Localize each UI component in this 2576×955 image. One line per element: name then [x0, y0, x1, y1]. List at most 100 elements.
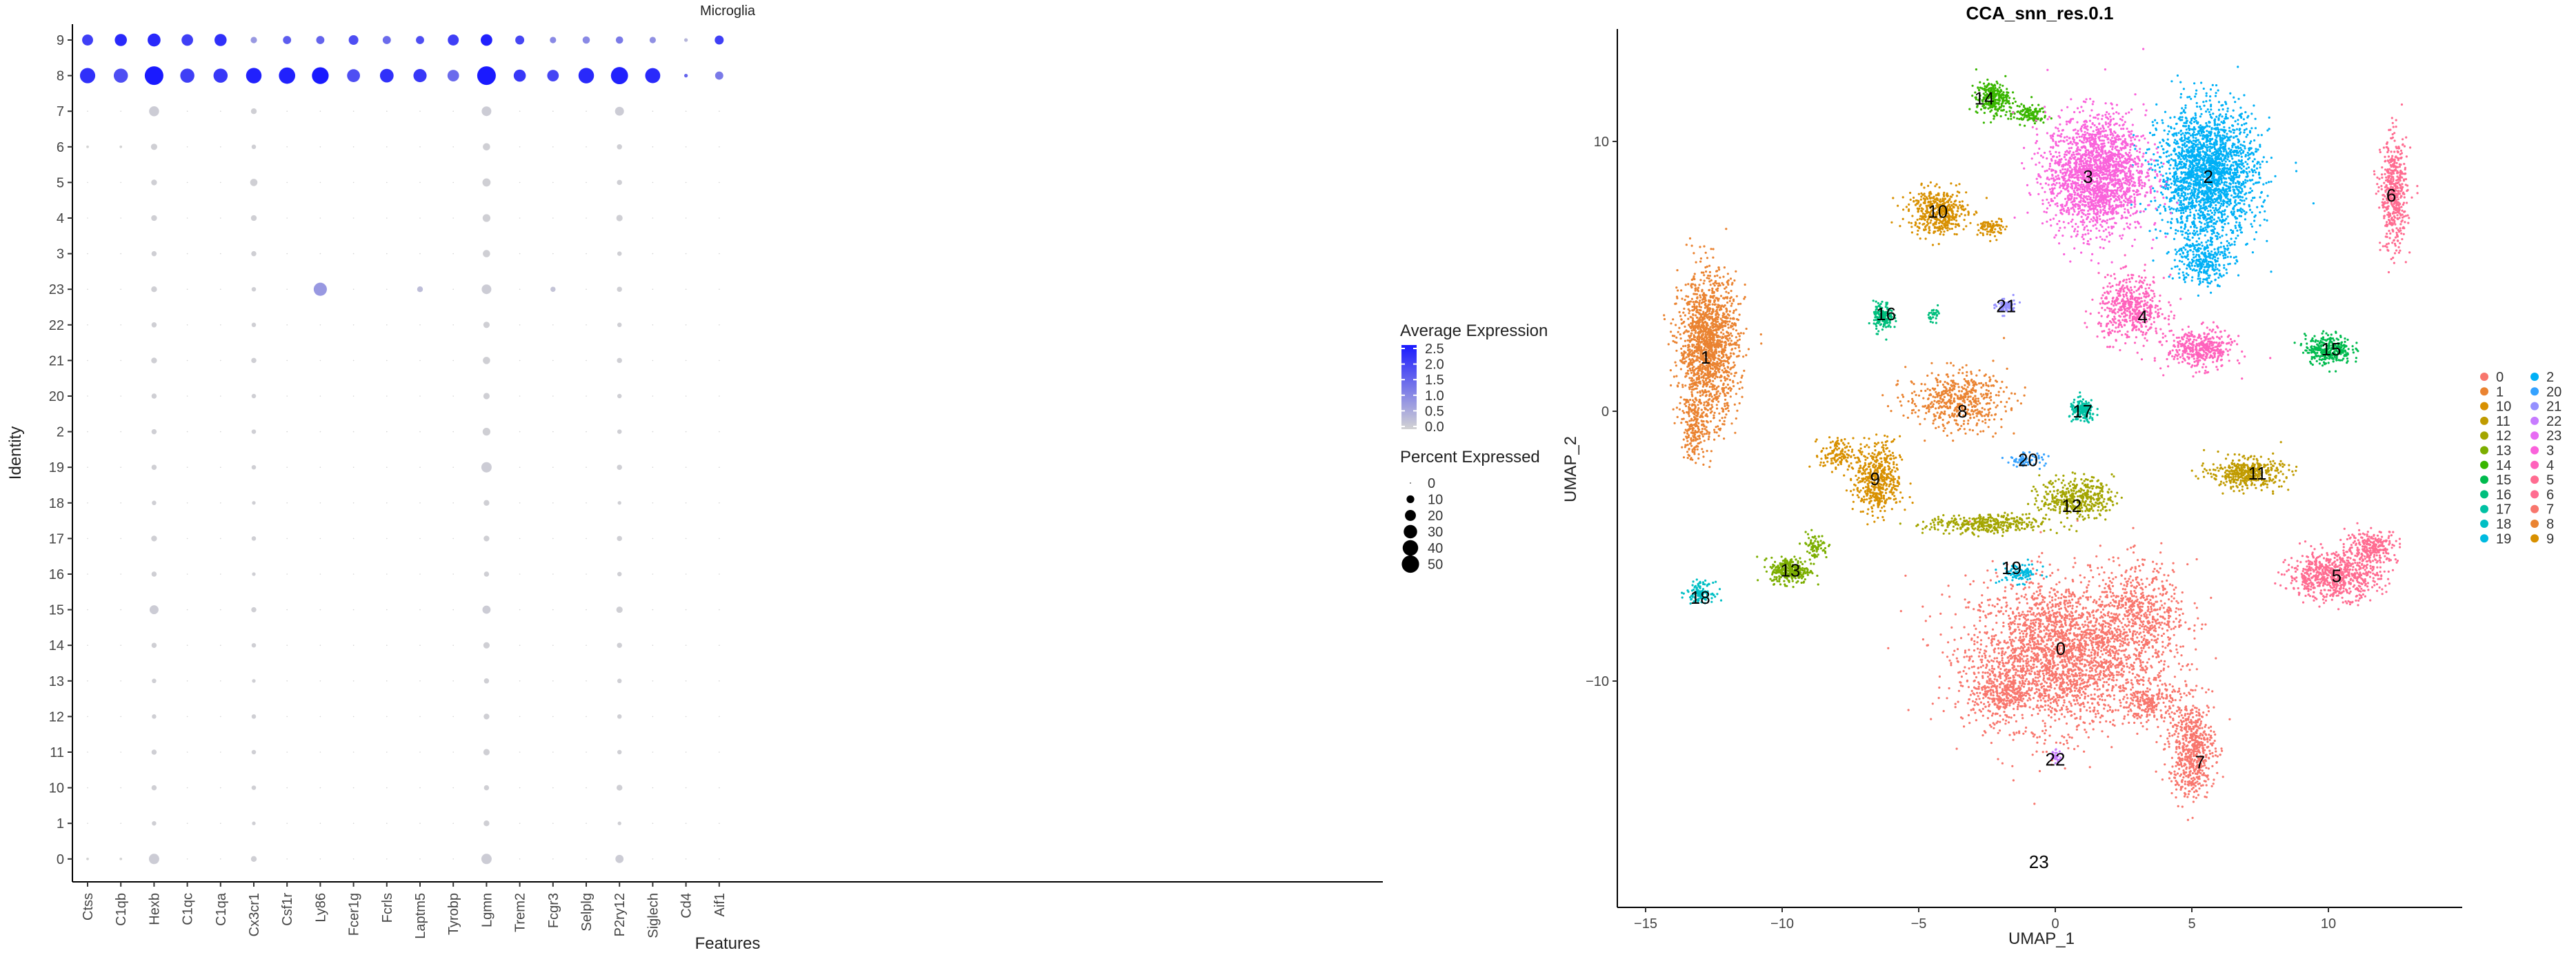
umap-point — [1720, 345, 1723, 348]
umap-point — [1996, 706, 1999, 709]
umap-point — [2049, 654, 2052, 657]
dot-plot-dot — [452, 181, 454, 184]
umap-point — [2002, 621, 2005, 624]
umap-point — [1986, 587, 1989, 589]
umap-point — [1993, 649, 1995, 651]
umap-point — [2045, 660, 2048, 662]
umap-point — [2146, 605, 2150, 609]
umap-point — [1984, 614, 1987, 617]
umap-point — [2071, 638, 2074, 642]
umap-point — [2095, 641, 2097, 644]
umap-point — [2178, 613, 2181, 617]
umap-point — [2048, 623, 2050, 626]
dot-plot-dot — [251, 607, 257, 613]
umap-point — [2032, 567, 2035, 570]
umap-point — [2151, 580, 2155, 582]
umap-point — [2149, 598, 2152, 602]
umap-point — [2173, 627, 2175, 630]
dot-plot-dot — [312, 67, 329, 84]
umap-point — [2066, 675, 2069, 678]
umap-point — [2055, 702, 2058, 705]
dot-plot-dot — [586, 644, 587, 646]
umap-point — [2056, 696, 2059, 699]
umap-point — [1989, 579, 1992, 582]
umap-point — [2020, 613, 2023, 616]
umap-point — [1688, 351, 1691, 353]
umap-point — [2026, 699, 2029, 702]
dot-plot-dot — [652, 609, 654, 611]
umap-point — [1964, 649, 1967, 652]
umap-point — [2104, 614, 2106, 617]
dot-plot-dot — [719, 360, 720, 362]
umap-point — [2109, 660, 2112, 662]
umap-point — [1737, 319, 1739, 322]
umap-point — [2073, 698, 2075, 702]
umap-point — [2078, 691, 2081, 694]
umap-point — [2159, 551, 2162, 554]
umap-point — [2064, 599, 2066, 602]
umap-point — [2098, 640, 2101, 642]
dot-plot-dot — [617, 357, 622, 364]
umap-point — [2175, 600, 2178, 602]
umap-point — [2143, 637, 2146, 640]
umap-point — [2088, 580, 2090, 583]
umap-point — [1730, 290, 1733, 293]
umap-point — [2093, 688, 2096, 691]
umap-point — [2046, 671, 2049, 674]
umap-point — [2148, 658, 2150, 660]
umap-point — [1972, 660, 1975, 663]
umap-point — [2055, 594, 2057, 598]
umap-point — [1678, 311, 1681, 313]
umap-point — [2120, 574, 2123, 577]
umap-point — [1689, 369, 1692, 372]
dot-plot-dot — [286, 680, 288, 682]
umap-point — [2024, 691, 2026, 695]
umap-point — [2188, 669, 2191, 671]
umap-point — [1960, 676, 1963, 678]
umap-point — [2085, 636, 2088, 639]
umap-point — [2028, 689, 2030, 691]
umap-point — [2071, 653, 2074, 657]
dot-plot-dot — [552, 716, 554, 718]
umap-point — [2128, 630, 2131, 633]
umap-point — [2050, 697, 2054, 700]
umap-point — [2097, 701, 2099, 704]
dot-plot-dot — [419, 787, 421, 789]
umap-point — [2086, 616, 2088, 619]
dot-plot-dot — [586, 217, 587, 219]
umap-point — [2095, 619, 2098, 622]
dot-plot-dot — [319, 502, 321, 504]
umap-point — [1715, 386, 1719, 389]
umap-point — [2024, 624, 2026, 627]
umap-point — [1737, 303, 1740, 306]
umap-point — [2088, 707, 2091, 709]
umap-point — [2115, 635, 2118, 638]
umap-point — [2063, 681, 2066, 684]
umap-point — [1698, 284, 1701, 286]
umap-point — [2101, 698, 2104, 702]
dot-plot-dot — [286, 146, 288, 148]
umap-point — [2121, 675, 2124, 678]
umap-point — [2073, 687, 2076, 689]
umap-point — [2033, 643, 2035, 646]
umap-point — [1695, 261, 1697, 264]
umap-point — [2044, 700, 2047, 703]
umap-point — [2111, 620, 2114, 623]
umap-point — [1745, 354, 1748, 357]
umap-point — [2143, 634, 2146, 637]
dot-plot-dot — [719, 253, 720, 255]
umap-point — [2144, 586, 2147, 589]
umap-point — [2052, 700, 2055, 703]
umap-point — [2086, 618, 2089, 621]
umap-point — [2130, 682, 2133, 685]
umap-point — [2019, 698, 2022, 701]
umap-point — [2131, 579, 2135, 582]
umap-point — [1705, 432, 1708, 435]
umap-point — [2048, 591, 2051, 594]
umap-point — [2061, 625, 2064, 628]
dot-plot-dot — [685, 253, 687, 255]
umap-point — [2100, 663, 2103, 666]
dot-plot-dot — [586, 146, 587, 148]
umap-point — [1999, 714, 2001, 717]
umap-point — [2035, 665, 2038, 669]
